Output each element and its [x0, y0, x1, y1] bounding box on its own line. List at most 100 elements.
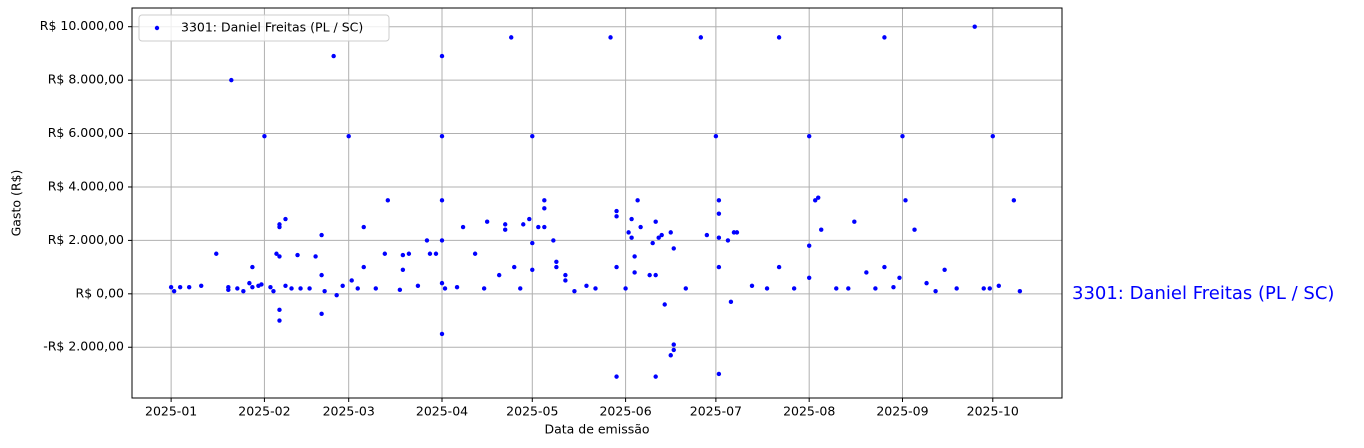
- point: [439, 280, 445, 286]
- point: [816, 195, 821, 200]
- point: [518, 286, 523, 291]
- point: [584, 283, 589, 289]
- point: [235, 286, 240, 291]
- point: [385, 198, 391, 203]
- point: [472, 251, 478, 256]
- y-tick-label: R$ 8.000,00: [48, 72, 124, 87]
- y-tick-label: R$ 6.000,00: [48, 125, 124, 140]
- point: [987, 286, 992, 291]
- point: [716, 264, 722, 270]
- point: [614, 208, 619, 214]
- x-tick-label: 2025-04: [416, 404, 468, 419]
- point: [277, 307, 282, 313]
- point: [186, 284, 192, 290]
- legend-marker: [154, 25, 160, 31]
- point: [834, 286, 839, 291]
- point: [542, 198, 547, 203]
- point: [924, 280, 929, 286]
- point: [912, 227, 917, 232]
- point: [671, 342, 676, 347]
- point: [361, 224, 366, 230]
- point: [734, 230, 740, 235]
- point: [481, 286, 487, 291]
- point: [521, 222, 526, 227]
- point: [563, 278, 568, 283]
- x-axis-label: Data de emissão: [544, 422, 649, 437]
- point: [698, 35, 704, 40]
- point: [776, 264, 782, 270]
- x-tick-label: 2025-07: [690, 404, 742, 419]
- point: [846, 286, 851, 291]
- point: [629, 216, 634, 222]
- legend-label: 3301: Daniel Freitas (PL / SC): [181, 20, 363, 35]
- point: [593, 286, 598, 291]
- y-tick-label: R$ 0,00: [76, 285, 124, 300]
- point: [247, 280, 252, 286]
- point: [614, 374, 619, 379]
- point: [671, 347, 676, 353]
- plot-frame: [131, 7, 1063, 399]
- point: [749, 283, 755, 289]
- point: [171, 288, 177, 294]
- x-tick-label: 2025-02: [238, 404, 290, 419]
- point: [608, 35, 613, 40]
- point: [852, 219, 857, 224]
- point: [653, 272, 658, 278]
- point: [406, 251, 412, 256]
- point: [509, 35, 514, 40]
- point: [716, 211, 722, 216]
- point: [882, 35, 887, 40]
- point: [307, 286, 312, 291]
- point: [635, 198, 640, 203]
- point: [536, 224, 541, 230]
- point: [668, 230, 673, 235]
- point: [1017, 288, 1023, 294]
- point: [503, 222, 508, 227]
- point: [283, 283, 288, 289]
- point: [214, 251, 219, 256]
- point: [382, 251, 388, 256]
- point: [662, 302, 667, 307]
- point: [334, 292, 339, 298]
- point: [554, 259, 559, 264]
- point: [433, 251, 439, 256]
- point: [277, 318, 282, 323]
- point: [439, 53, 445, 59]
- point: [725, 238, 731, 243]
- point: [954, 286, 959, 291]
- point: [439, 238, 445, 243]
- point: [283, 216, 288, 222]
- point: [289, 286, 294, 291]
- y-tick-label: R$ 2.000,00: [48, 232, 124, 247]
- point: [716, 371, 722, 377]
- point: [530, 240, 535, 246]
- point: [554, 264, 559, 270]
- point: [716, 235, 722, 240]
- point: [713, 134, 719, 139]
- y-tick-label: -R$ 2.000,00: [43, 339, 124, 354]
- point: [424, 238, 430, 243]
- point: [864, 270, 869, 275]
- point: [542, 206, 547, 211]
- point: [764, 286, 770, 291]
- point: [996, 283, 1001, 289]
- point: [271, 288, 276, 294]
- point: [397, 287, 403, 293]
- point: [530, 267, 535, 272]
- point: [981, 286, 986, 291]
- point: [882, 264, 887, 270]
- point: [776, 35, 782, 40]
- point: [632, 270, 637, 275]
- point: [614, 214, 619, 219]
- point: [262, 134, 267, 139]
- point: [340, 283, 345, 289]
- point: [656, 235, 661, 240]
- point: [728, 299, 734, 305]
- point: [484, 219, 490, 224]
- point: [903, 198, 908, 203]
- point: [629, 235, 634, 240]
- y-tick-label: R$ 10.000,00: [40, 18, 124, 33]
- point: [277, 254, 282, 259]
- point: [623, 286, 628, 291]
